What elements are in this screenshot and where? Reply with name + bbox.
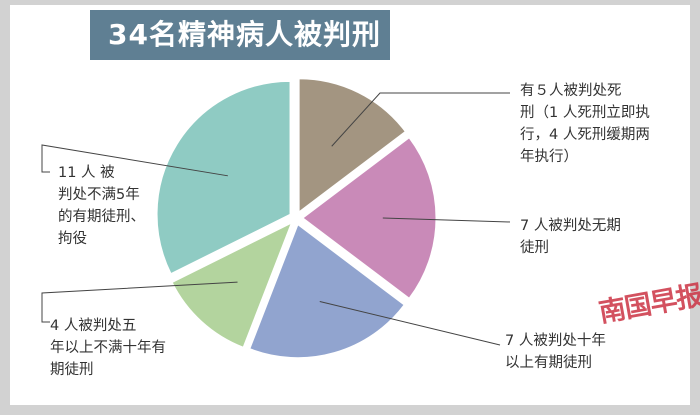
slice-label-life: 7 人被判处无期 徒刑 — [520, 215, 621, 259]
slice-under-five-years — [156, 80, 291, 275]
leader-line — [41, 144, 228, 177]
slice-label-line: 拘役 — [58, 231, 87, 247]
slice-label-line: 11 人 被 — [58, 165, 115, 181]
slice-label-line: 7 人被判处无期 — [520, 218, 621, 234]
leader-line — [331, 92, 510, 147]
title-bar — [90, 10, 390, 60]
slice-label-line: 有５人被判处死 — [520, 83, 622, 99]
slice-label-over-ten-years: 7 人被判处十年 以上有期徒刑 — [505, 330, 606, 374]
slice-label-line: 年以上不满十年有 — [50, 340, 166, 356]
slice-label-line: 判处不满5年 — [58, 187, 140, 203]
chart-title: 34名精神病人被判刑 — [108, 18, 381, 51]
leader-line — [41, 281, 238, 323]
slice-label-five-to-ten-years: 4 人被判处五年以上不满十年有 期徒刑 — [50, 315, 166, 381]
slice-label-death: 有５人被判处死刑（1 人死刑立即执 行，4 人死刑缓期两 年执行） — [520, 80, 650, 168]
leader-line — [382, 217, 511, 223]
slice-label-line: 刑（1 人死刑立即执 — [520, 105, 650, 121]
slice-over-ten-years — [249, 223, 405, 359]
slice-label-line: 期徒刑 — [50, 362, 94, 378]
slice-label-line: 4 人被判处五 — [50, 318, 137, 334]
slice-label-line: 7 人被判处十年 — [505, 333, 606, 349]
slice-label-line: 以上有期徒刑 — [505, 355, 592, 371]
slice-label-under-five-years: 11 人 被判处不满5年 的有期徒刑、 拘役 — [58, 162, 145, 250]
slice-label-line: 年执行） — [520, 149, 578, 165]
leader-line — [319, 301, 501, 346]
slice-label-line: 的有期徒刑、 — [58, 209, 145, 225]
slice-life — [302, 137, 437, 299]
slice-label-line: 行，4 人死刑缓期两 — [520, 127, 650, 143]
slice-label-line: 徒刑 — [520, 240, 549, 256]
slice-five-to-ten-years — [171, 222, 293, 348]
slice-death — [298, 78, 406, 213]
